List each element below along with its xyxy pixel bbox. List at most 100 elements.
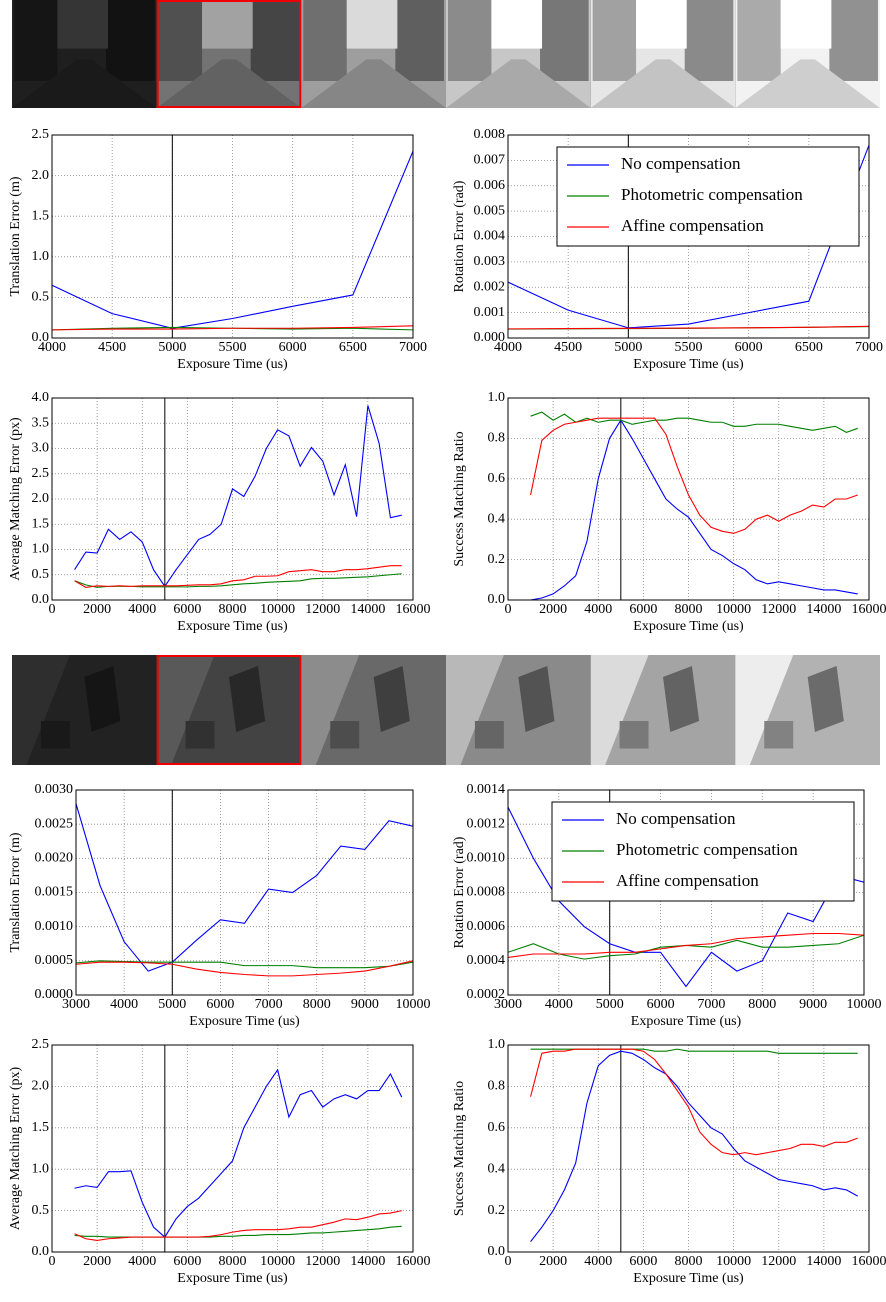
y-tick-label: 2.5 [32, 1037, 50, 1052]
y-tick-label: 0.0 [32, 592, 50, 607]
legend-label: No compensation [621, 154, 741, 173]
image-building [106, 0, 155, 81]
y-tick-label: 2.0 [32, 1079, 50, 1094]
y-axis-label: Translation Error (m) [8, 176, 23, 296]
image-building [229, 666, 266, 732]
y-tick-label: 1.5 [32, 208, 50, 223]
image-block [764, 721, 794, 749]
series-line [530, 419, 858, 600]
y-tick-label: 0.0014 [467, 782, 506, 797]
x-tick-label: 6000 [206, 997, 234, 1012]
y-tick-label: 0.001 [474, 305, 506, 320]
series-line [52, 151, 413, 329]
x-tick-label: 12000 [761, 1254, 796, 1269]
x-tick-label: 14000 [350, 602, 385, 617]
x-tick-label: 14000 [806, 602, 841, 617]
y-tick-label: 0.0025 [35, 816, 74, 831]
y-tick-label: 0.0005 [35, 953, 74, 968]
x-tick-label: 6000 [735, 340, 763, 355]
chart: 0.0 0.2 0.4 0.6 0.8 1.0 0 2000 4000 6000 8000 10000… [452, 1037, 886, 1286]
y-tick-label: 2.0 [32, 491, 50, 506]
image-building [84, 666, 121, 732]
x-tick-label: 10000 [260, 1254, 295, 1269]
series-line [74, 405, 402, 588]
chart: 0.0 0.5 1.0 1.5 2.0 2.5 4000 4500 5000 5500 6000 65… [8, 127, 427, 372]
legend-label: Photometric compensation [616, 840, 798, 859]
x-tick-label: 10000 [716, 1254, 751, 1269]
series-line [76, 803, 413, 972]
axes-frame [51, 134, 414, 339]
y-axis-label: Rotation Error (rad) [452, 836, 467, 948]
y-tick-label: 2.5 [32, 127, 50, 142]
y-tick-label: 0.0 [32, 330, 50, 345]
image-building [518, 666, 555, 732]
x-axis-label: Exposure Time (us) [631, 1014, 742, 1029]
image-building [250, 0, 300, 81]
x-tick-label: 7000 [255, 997, 283, 1012]
x-axis-label: Exposure Time (us) [177, 357, 288, 372]
x-tick-label: 2000 [539, 1254, 567, 1269]
legend-label: Affine compensation [616, 871, 759, 890]
x-tick-label: 6000 [173, 1254, 201, 1269]
x-tick-label: 6500 [339, 340, 367, 355]
chart: 0.000 0.001 0.002 0.003 0.004 0.005 0.006 0.007… [452, 127, 883, 372]
x-tick-label: 7000 [855, 340, 883, 355]
series-line [508, 934, 864, 960]
x-tick-label: 5500 [219, 340, 247, 355]
image-road [446, 59, 591, 108]
y-tick-label: 0.5 [32, 290, 50, 305]
y-tick-label: 0.4 [488, 1161, 506, 1176]
series-line [530, 1050, 858, 1242]
y-tick-label: 0.0 [488, 1244, 506, 1259]
y-tick-label: 3.0 [32, 441, 50, 456]
x-tick-label: 10000 [847, 997, 882, 1012]
image-building [14, 0, 58, 81]
image-building [158, 0, 203, 81]
image-block [40, 721, 70, 749]
x-axis-label: Exposure Time (us) [633, 619, 744, 634]
axes-frame [75, 789, 414, 996]
x-tick-label: 6000 [629, 602, 657, 617]
y-axis-label: Average Matching Error (px) [8, 417, 23, 581]
x-tick-label: 16000 [852, 602, 886, 617]
image-sky [57, 0, 109, 49]
x-tick-label: 5500 [675, 340, 703, 355]
image-building [684, 0, 734, 81]
image-sky [202, 0, 253, 49]
x-tick-label: 2000 [83, 602, 111, 617]
legend-label: Affine compensation [621, 216, 764, 235]
y-tick-label: 0.003 [474, 254, 506, 269]
y-tick-label: 0.0010 [35, 919, 74, 934]
x-tick-label: 12000 [305, 1254, 340, 1269]
image-sky [346, 0, 398, 49]
y-tick-label: 1.0 [32, 542, 50, 557]
series-line [508, 932, 864, 958]
y-tick-label: 0.0004 [467, 953, 506, 968]
x-tick-label: 4000 [110, 997, 138, 1012]
chart: 0.0002 0.0004 0.0006 0.0008 0.0010 0.0012 0.00… [452, 782, 881, 1029]
x-tick-label: 4000 [584, 602, 612, 617]
legend-label: Photometric compensation [621, 185, 803, 204]
image-road [12, 59, 157, 108]
image-block [619, 721, 649, 749]
x-tick-label: 4500 [98, 340, 126, 355]
x-tick-label: 16000 [396, 1254, 431, 1269]
axes-frame [507, 789, 865, 996]
y-tick-label: 0.004 [474, 229, 506, 244]
image-building [829, 0, 878, 81]
x-tick-label: 0 [505, 602, 512, 617]
y-tick-label: 0.000 [474, 330, 506, 345]
y-tick-label: 0.0020 [35, 851, 74, 866]
series-line [530, 1048, 858, 1156]
chart: 0.0 0.5 1.0 1.5 2.0 2.5 3.0 3.5 4.0 0 2000 4000 6000… [8, 390, 430, 634]
x-tick-label: 4000 [128, 602, 156, 617]
series-line [74, 1210, 402, 1241]
x-tick-label: 14000 [350, 1254, 385, 1269]
x-tick-label: 5000 [614, 340, 642, 355]
x-tick-label: 3000 [494, 997, 522, 1012]
series-line [530, 1048, 858, 1054]
y-tick-label: 0.6 [488, 471, 506, 486]
image-road [735, 59, 880, 108]
image-sky [491, 0, 543, 49]
